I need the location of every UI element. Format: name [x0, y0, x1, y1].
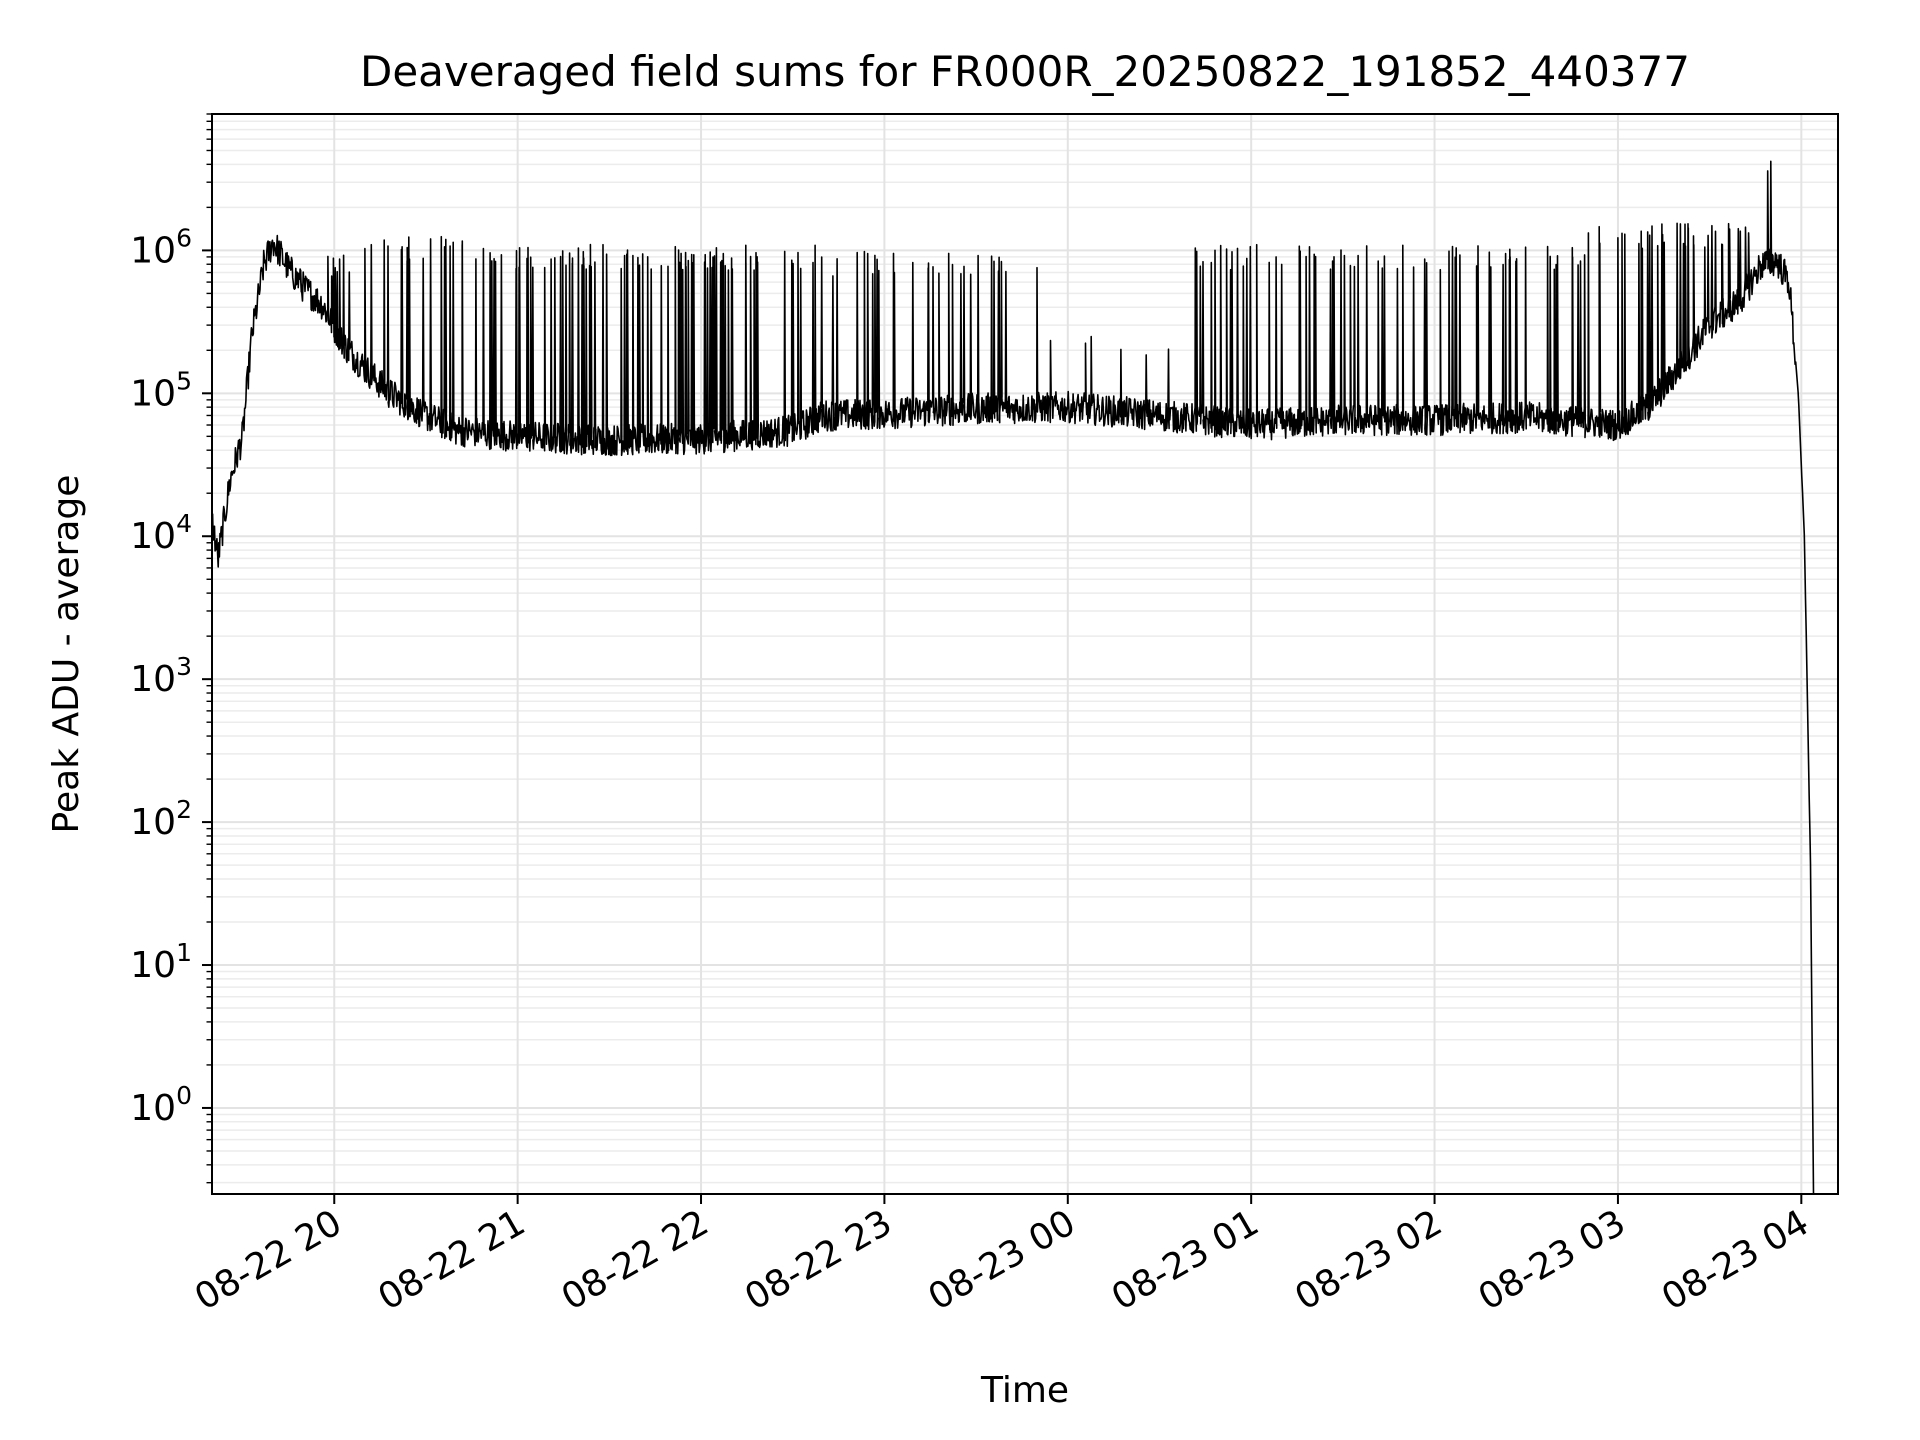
y-axis: 100 101 102 103 104 105 106	[130, 113, 212, 1184]
y-tick-label: 106	[130, 223, 192, 271]
chart-title: Deaveraged field sums for FR000R_2025082…	[360, 47, 1690, 96]
series-line	[212, 160, 1815, 1194]
y-tick-label: 102	[130, 795, 192, 843]
series-group	[212, 160, 1815, 1194]
y-tick-label: 100	[130, 1081, 192, 1129]
y-tick-label: 105	[130, 366, 192, 414]
plot-frame	[211, 113, 1839, 1195]
x-axis-label: Time	[980, 1370, 1069, 1411]
y-axis-label: Peak ADU - average	[46, 475, 87, 834]
y-tick-label: 101	[130, 938, 192, 986]
y-tick-label: 103	[130, 652, 192, 700]
y-tick-label: 104	[130, 509, 192, 557]
